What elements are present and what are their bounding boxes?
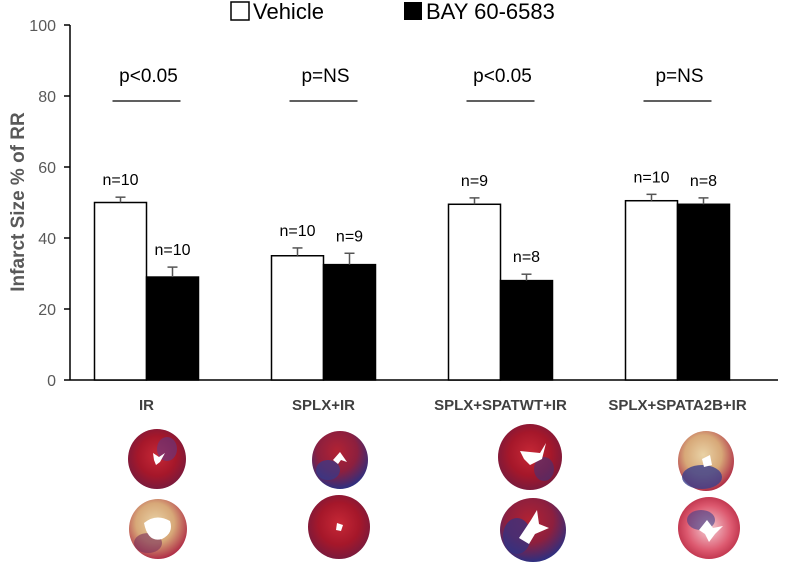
legend-swatch-bay [404, 2, 422, 20]
legend: Vehicle BAY 60-6583 [230, 0, 555, 24]
heart-icon [129, 499, 187, 559]
heart-icon [498, 424, 562, 490]
category-label: IR [139, 397, 154, 414]
bar-vehicle [93, 201, 148, 381]
y-tick-label: 40 [38, 231, 56, 248]
n-label: n=9 [336, 228, 363, 245]
y-tick-label: 20 [38, 302, 56, 319]
bar-vehicle [270, 255, 325, 381]
bar-bay [676, 203, 731, 381]
y-tick-label: 60 [38, 160, 56, 177]
heart-icon [678, 497, 740, 559]
bar-bay [145, 276, 200, 381]
p-value-label: p=NS [301, 66, 349, 87]
p-value-label: p<0.05 [119, 66, 178, 87]
legend-label-bay: BAY 60-6583 [426, 0, 555, 24]
y-ticks: 0 20 40 60 80 100 [29, 18, 70, 390]
heart-icon [128, 429, 186, 489]
annotations: p<0.05 p=NS p<0.05 p=NS [112, 66, 712, 102]
heart-images [128, 424, 740, 562]
bars: n=10 n=10 n=10 n=9 n=9 n=8 n=10 n=8 [93, 169, 731, 381]
bar-vehicle [447, 203, 502, 381]
heart-icon [678, 431, 734, 491]
bar-bay [322, 263, 377, 381]
category-labels: IR SPLX+IR SPLX+SPATWT+IR SPLX+SPATA2B+IR [139, 397, 747, 414]
n-label: n=10 [102, 172, 138, 189]
heart-icon [308, 495, 370, 559]
n-label: n=10 [279, 223, 315, 240]
y-axis-label: Infarct Size % of RR [8, 112, 29, 292]
y-tick-label: 80 [38, 89, 56, 106]
category-label: SPLX+SPATA2B+IR [608, 397, 747, 414]
category-label: SPLX+IR [292, 397, 355, 414]
heart-icon [312, 431, 368, 489]
heart-icon [500, 498, 566, 562]
legend-label-vehicle: Vehicle [253, 0, 324, 24]
n-label: n=8 [690, 173, 717, 190]
n-label: n=8 [513, 249, 540, 266]
bar-bay [499, 279, 554, 381]
n-label: n=10 [154, 242, 190, 259]
bar-vehicle [624, 199, 679, 381]
y-tick-label: 100 [29, 18, 56, 35]
category-label: SPLX+SPATWT+IR [434, 397, 567, 414]
p-value-label: p<0.05 [473, 66, 532, 87]
y-tick-label: 0 [47, 373, 56, 390]
n-label: n=9 [461, 173, 488, 190]
n-label: n=10 [633, 169, 669, 186]
legend-swatch-vehicle [230, 1, 250, 21]
p-value-label: p=NS [655, 66, 703, 87]
